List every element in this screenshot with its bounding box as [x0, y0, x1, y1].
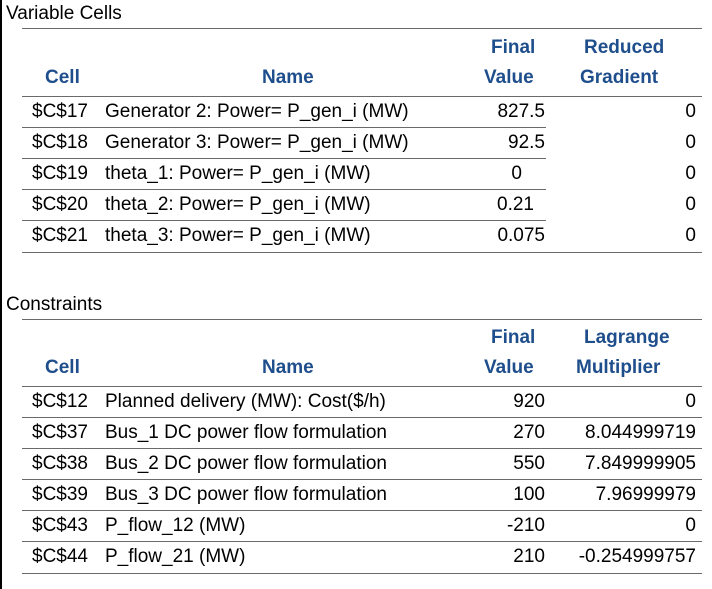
row-cell-address: $C$44	[32, 546, 88, 567]
row-divider	[22, 127, 546, 128]
row-name: P_flow_12 (MW)	[105, 515, 246, 536]
column-header-final: Final	[491, 37, 536, 58]
row-name: Bus_2 DC power flow formulation	[105, 453, 387, 474]
row-cell-address: $C$17	[32, 101, 88, 122]
constraints-header-rule	[22, 386, 702, 387]
row-lagrange-multiplier: 0	[685, 515, 696, 536]
variable-cells-bottom-rule	[22, 252, 702, 253]
row-lagrange-multiplier: 0	[685, 391, 696, 412]
row-final-value: 210	[513, 546, 545, 567]
row-final-value: 92.5	[508, 132, 545, 153]
row-cell-address: $C$12	[32, 391, 88, 412]
row-cell-address: $C$18	[32, 132, 88, 153]
row-final-value: 920	[513, 391, 545, 412]
column-header-lagrange: Lagrange	[584, 327, 670, 348]
row-divider	[22, 417, 702, 418]
row-cell-address: $C$43	[32, 515, 88, 536]
row-name: theta_3: Power= P_gen_i (MW)	[105, 225, 371, 246]
row-divider	[22, 510, 702, 511]
row-cell-address: $C$39	[32, 484, 88, 505]
variable-cells-top-rule	[22, 28, 702, 29]
row-divider	[22, 158, 546, 159]
row-lagrange-multiplier: -0.254999757	[578, 546, 696, 567]
row-final-value: 0.075	[497, 225, 545, 246]
row-reduced-gradient: 0	[685, 163, 696, 184]
row-final-value: 0.21	[497, 194, 534, 215]
column-header-final: Final	[491, 327, 536, 348]
column-header-cell: Cell	[45, 357, 80, 378]
row-divider	[22, 541, 702, 542]
row-name: Bus_1 DC power flow formulation	[105, 422, 387, 443]
column-header-value: Value	[484, 357, 534, 378]
column-header-name: Name	[262, 67, 314, 88]
column-header-multiplier: Multiplier	[576, 357, 661, 378]
column-header-reduced: Reduced	[584, 37, 665, 58]
row-cell-address: $C$38	[32, 453, 88, 474]
row-name: Planned delivery (MW): Cost($/h)	[105, 391, 386, 412]
row-cell-address: $C$20	[32, 194, 88, 215]
row-reduced-gradient: 0	[685, 132, 696, 153]
row-name: Bus_3 DC power flow formulation	[105, 484, 387, 505]
left-border-line	[0, 0, 2, 589]
row-name: theta_2: Power= P_gen_i (MW)	[105, 194, 371, 215]
row-lagrange-multiplier: 8.044999719	[585, 422, 696, 443]
row-reduced-gradient: 0	[685, 225, 696, 246]
row-lagrange-multiplier: 7.849999905	[585, 453, 696, 474]
row-name: P_flow_21 (MW)	[105, 546, 246, 567]
row-reduced-gradient: 0	[685, 194, 696, 215]
row-reduced-gradient: 0	[685, 101, 696, 122]
row-cell-address: $C$37	[32, 422, 88, 443]
row-divider	[22, 189, 546, 190]
row-final-value: 0	[511, 163, 522, 184]
variable-cells-title: Variable Cells	[6, 3, 122, 24]
row-name: Generator 3: Power= P_gen_i (MW)	[105, 132, 409, 153]
column-header-name: Name	[262, 357, 314, 378]
row-final-value: 100	[513, 484, 545, 505]
row-final-value: 827.5	[497, 101, 545, 122]
row-divider	[22, 448, 702, 449]
row-name: Generator 2: Power= P_gen_i (MW)	[105, 101, 409, 122]
column-header-gradient: Gradient	[580, 67, 659, 88]
row-divider	[22, 220, 546, 221]
row-lagrange-multiplier: 7.96999979	[595, 484, 696, 505]
row-final-value: 270	[513, 422, 545, 443]
column-header-cell: Cell	[45, 67, 80, 88]
row-name: theta_1: Power= P_gen_i (MW)	[105, 163, 371, 184]
row-final-value: 550	[513, 453, 545, 474]
variable-cells-header-rule	[22, 96, 702, 97]
column-header-value: Value	[484, 67, 534, 88]
constraints-bottom-rule	[22, 573, 702, 574]
constraints-title: Constraints	[6, 294, 103, 315]
constraints-top-rule	[22, 319, 702, 320]
row-cell-address: $C$19	[32, 163, 88, 184]
row-divider	[22, 479, 702, 480]
row-cell-address: $C$21	[32, 225, 88, 246]
row-final-value: -210	[506, 515, 545, 536]
